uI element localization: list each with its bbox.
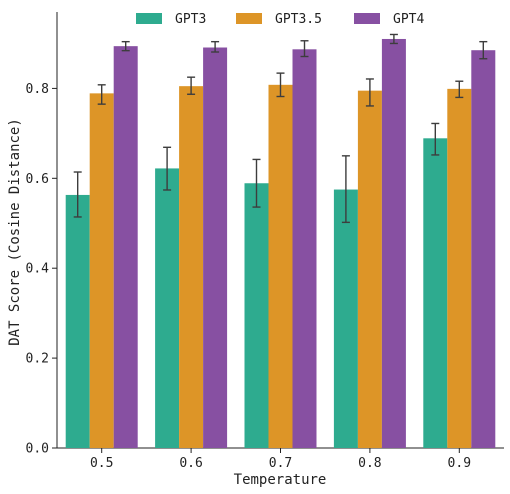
bar-gpt35-0.8	[357, 90, 382, 448]
bar-gpt35-0.9	[447, 88, 472, 449]
error-bar-gpt4-0.9	[479, 40, 488, 60]
error-bar-gpt4-0.7	[300, 40, 309, 58]
bar-gpt4-0.5	[113, 46, 138, 448]
x-tick-label: 0.7	[269, 456, 292, 471]
bar-gpt4-0.8	[381, 38, 406, 449]
y-tick-label: 0.6	[26, 172, 49, 187]
x-tick-label: 0.5	[90, 456, 113, 471]
bar-gpt4-0.9	[471, 50, 496, 449]
bar-gpt35-0.7	[268, 84, 293, 448]
error-bar-gpt4-0.5	[121, 40, 130, 52]
error-bar-gpt35-0.8	[365, 78, 374, 107]
x-axis-label: Temperature	[234, 472, 327, 488]
error-bar-gpt3-0.9	[431, 122, 440, 156]
bar-gpt3-0.6	[155, 168, 180, 448]
legend: GPT3 GPT3.5 GPT4	[136, 12, 424, 27]
bar-gpt35-0.6	[179, 86, 204, 448]
legend-label-gpt4: GPT4	[393, 12, 424, 27]
error-bars-group	[73, 33, 488, 224]
error-bar-gpt3-0.8	[341, 155, 350, 224]
bar-gpt4-0.7	[292, 49, 317, 448]
bar-gpt3-0.7	[244, 183, 269, 448]
y-tick-label: 0.2	[26, 352, 49, 367]
error-bar-gpt3-0.6	[163, 146, 172, 191]
error-bar-gpt35-0.5	[97, 84, 106, 105]
y-axis-label: DAT Score (Cosine Distance)	[7, 118, 23, 346]
x-tick-label: 0.8	[358, 456, 381, 471]
bars-group	[65, 38, 496, 449]
error-bar-gpt3-0.7	[252, 158, 261, 208]
error-bar-gpt4-0.6	[211, 40, 220, 53]
error-bar-gpt4-0.8	[389, 33, 398, 45]
x-tick-label: 0.6	[179, 456, 202, 471]
error-bar-gpt3-0.5	[73, 171, 82, 218]
bar-gpt4-0.6	[203, 47, 228, 448]
legend-swatch-gpt35	[236, 13, 262, 24]
x-ticks-group: 0.5 0.6 0.7 0.8 0.9	[90, 448, 471, 471]
legend-swatch-gpt4	[354, 13, 380, 24]
legend-swatch-gpt3	[136, 13, 162, 24]
y-ticks-group: 0.0 0.2 0.4 0.6 0.8	[26, 82, 57, 457]
y-tick-label: 0.0	[26, 442, 49, 457]
bar-gpt3-0.9	[423, 138, 448, 448]
bar-gpt3-0.8	[333, 189, 358, 448]
x-tick-label: 0.9	[448, 456, 471, 471]
legend-label-gpt35: GPT3.5	[275, 12, 322, 27]
bar-gpt35-0.5	[89, 93, 114, 449]
error-bar-gpt35-0.9	[455, 80, 464, 99]
bar-gpt3-0.5	[65, 194, 90, 448]
y-tick-label: 0.4	[26, 262, 50, 277]
legend-label-gpt3: GPT3	[175, 12, 206, 27]
y-tick-label: 0.8	[26, 82, 49, 97]
error-bar-gpt35-0.7	[276, 72, 285, 98]
error-bar-gpt35-0.6	[187, 76, 196, 95]
